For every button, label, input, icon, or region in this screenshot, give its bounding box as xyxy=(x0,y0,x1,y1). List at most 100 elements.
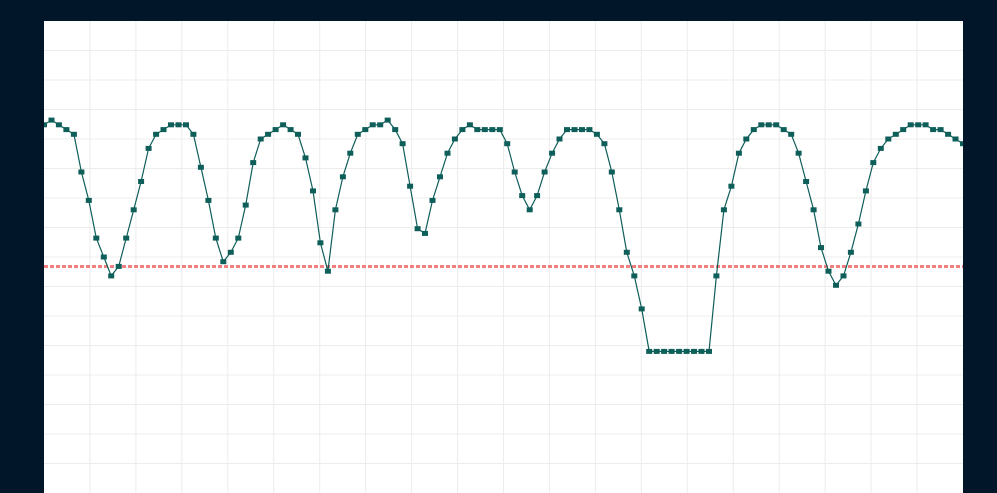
data-point xyxy=(930,127,937,133)
data-point xyxy=(720,207,727,213)
data-point xyxy=(683,348,690,354)
data-point xyxy=(706,348,712,354)
data-point xyxy=(444,150,451,156)
data-point xyxy=(765,122,772,128)
data-point xyxy=(623,249,630,255)
data-point xyxy=(392,127,399,133)
data-point xyxy=(646,348,653,354)
data-point xyxy=(496,127,503,133)
data-point xyxy=(220,259,227,265)
data-point xyxy=(862,188,869,194)
data-point xyxy=(825,268,832,274)
data-point xyxy=(70,131,77,137)
data-point xyxy=(833,282,839,288)
data-point xyxy=(407,183,414,189)
data-point xyxy=(601,141,608,147)
data-point xyxy=(377,122,384,128)
data-point xyxy=(915,122,922,128)
data-point xyxy=(235,235,242,241)
data-point xyxy=(691,348,697,354)
data-point xyxy=(556,136,563,142)
data-point xyxy=(93,235,100,241)
data-point xyxy=(638,306,645,312)
data-point xyxy=(287,127,294,133)
data-point xyxy=(870,160,877,166)
data-point xyxy=(631,273,638,279)
gridlines xyxy=(44,21,963,493)
data-point xyxy=(840,273,847,279)
data-point xyxy=(653,348,660,354)
data-point xyxy=(212,235,219,241)
data-point xyxy=(459,127,466,133)
data-point xyxy=(579,127,585,133)
data-point xyxy=(788,131,795,137)
data-point xyxy=(302,155,309,161)
data-point xyxy=(242,202,249,208)
data-point xyxy=(855,221,862,227)
data-point xyxy=(85,197,92,203)
data-point xyxy=(100,254,107,260)
data-point xyxy=(571,127,578,133)
data-point xyxy=(504,141,511,147)
data-point xyxy=(272,127,279,133)
data-point xyxy=(676,348,683,354)
data-point xyxy=(907,122,914,128)
data-point xyxy=(661,348,668,354)
data-point xyxy=(332,207,339,213)
data-point xyxy=(63,127,70,133)
data-point xyxy=(205,197,212,203)
data-point xyxy=(197,164,204,170)
series-line xyxy=(44,119,963,352)
data-point xyxy=(138,179,145,184)
data-point xyxy=(115,263,122,269)
data-point xyxy=(369,122,376,128)
data-point xyxy=(55,122,62,128)
data-point xyxy=(795,150,802,156)
data-point xyxy=(877,145,884,151)
data-point xyxy=(489,127,496,133)
data-point xyxy=(713,273,720,279)
data-point xyxy=(616,207,623,213)
data-point xyxy=(451,136,458,142)
data-point xyxy=(743,136,750,142)
data-point xyxy=(310,188,316,194)
data-point xyxy=(900,127,907,133)
data-point xyxy=(108,273,115,279)
data-point xyxy=(160,127,167,133)
data-point xyxy=(541,169,548,175)
data-point xyxy=(750,127,757,133)
data-point xyxy=(190,131,197,137)
data-point xyxy=(123,235,130,241)
data-point xyxy=(534,193,541,199)
data-point xyxy=(175,122,182,128)
data-point xyxy=(250,160,257,166)
chart-panel xyxy=(44,21,963,493)
data-point xyxy=(885,136,892,142)
data-point xyxy=(44,122,47,128)
data-point xyxy=(257,136,264,142)
data-point xyxy=(728,183,735,189)
data-point xyxy=(362,127,369,133)
data-point xyxy=(892,131,899,137)
data-point xyxy=(758,122,765,128)
data-point xyxy=(437,174,443,180)
data-point xyxy=(945,131,952,137)
data-point xyxy=(810,207,817,213)
data-point xyxy=(780,127,787,133)
data-point xyxy=(549,150,556,156)
data-point xyxy=(847,249,854,255)
data-point xyxy=(564,127,570,133)
data-point xyxy=(347,150,354,156)
data-point xyxy=(937,127,944,133)
data-point xyxy=(922,122,929,128)
data-point xyxy=(773,122,780,128)
line-chart xyxy=(44,21,963,493)
data-point xyxy=(593,131,600,137)
data-point xyxy=(145,145,152,151)
data-point xyxy=(474,127,481,133)
data-point xyxy=(168,122,174,128)
data-point xyxy=(183,122,189,128)
data-point xyxy=(265,131,272,137)
data-point xyxy=(227,249,234,255)
data-point xyxy=(608,169,615,175)
